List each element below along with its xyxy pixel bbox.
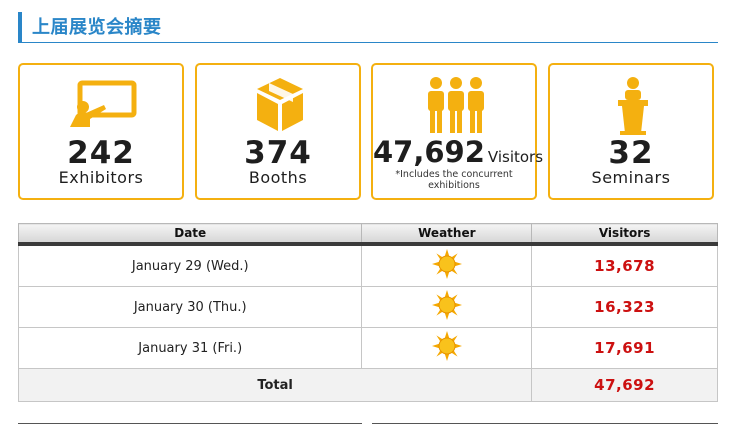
row-visitors: 16,323	[531, 286, 718, 328]
podium-icon	[550, 75, 712, 135]
presentation-icon	[20, 75, 182, 135]
visitors-card: 47,692 Visitors *Includes the concurrent …	[371, 63, 543, 200]
header-date: Date	[17, 223, 363, 246]
header-weather: Weather	[361, 223, 533, 246]
row-date: January 29 (Wed.)	[17, 243, 363, 287]
bottom-dividers	[18, 423, 718, 425]
visitors-number-line: 47,692 Visitors	[373, 135, 543, 169]
header-visitors: Visitors	[531, 223, 718, 246]
section-title: 上届展览会摘要	[32, 17, 162, 38]
header-accent-bar	[18, 12, 22, 42]
row-visitors: 13,678	[531, 243, 718, 287]
row-date: January 30 (Thu.)	[17, 286, 363, 328]
row-weather	[361, 286, 533, 328]
table-header-row: Date Weather Visitors	[17, 223, 718, 246]
table-row: January 31 (Fri.) 17,691	[17, 327, 718, 369]
booths-card: 374 Booths	[195, 63, 361, 200]
exhibitors-value: 242	[67, 135, 135, 171]
seminars-label: Seminars	[591, 168, 671, 187]
total-label: Total	[17, 368, 533, 402]
visitors-table: Date Weather Visitors January 29 (Wed.) …	[17, 223, 718, 402]
summary-cards: 242 Exhibitors 374 Booths	[18, 63, 718, 203]
exhibitors-label: Exhibitors	[58, 168, 144, 187]
total-value: 47,692	[531, 368, 718, 402]
booths-value: 374	[244, 135, 312, 171]
table-row: January 30 (Thu.) 16,323	[17, 286, 718, 328]
sun-icon	[431, 290, 462, 320]
booths-label: Booths	[248, 168, 308, 187]
row-date: January 31 (Fri.)	[17, 327, 363, 369]
visitors-label: Visitors	[487, 148, 544, 166]
section-header: 上届展览会摘要	[18, 10, 718, 43]
row-visitors: 17,691	[531, 327, 718, 369]
seminars-card: 32 Seminars	[548, 63, 714, 200]
table-total-row: Total 47,692	[17, 368, 718, 402]
divider-left	[18, 423, 362, 424]
divider-right	[372, 423, 718, 424]
sun-icon	[431, 331, 462, 361]
people-icon	[373, 75, 535, 135]
exhibitors-card: 242 Exhibitors	[18, 63, 184, 200]
row-weather	[361, 243, 533, 287]
visitors-value: 47,692	[373, 135, 485, 169]
table-row: January 29 (Wed.) 13,678	[17, 243, 718, 287]
visitors-footnote: *Includes the concurrent exhibitions	[395, 169, 513, 191]
seminars-value: 32	[608, 135, 654, 171]
row-weather	[361, 327, 533, 369]
box-icon	[197, 75, 359, 135]
sun-icon	[431, 249, 462, 279]
